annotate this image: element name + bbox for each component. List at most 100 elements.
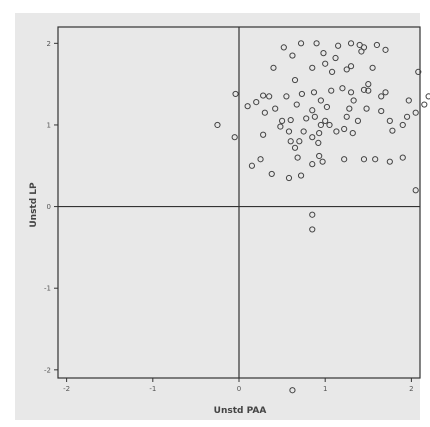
scatter-point [322, 117, 329, 124]
x-tick-label: 2 [409, 385, 413, 393]
scatter-point [309, 64, 316, 71]
scatter-point [231, 134, 238, 141]
scatter-point [311, 113, 318, 120]
scatter-point [291, 144, 299, 151]
scatter-point [313, 40, 320, 47]
scatter-point [248, 162, 256, 169]
scatter-point [285, 174, 293, 182]
scatter-point [373, 41, 381, 49]
scatter-point [412, 109, 419, 116]
scatter-point [277, 123, 284, 130]
scatter-point [296, 138, 303, 145]
scatter-point [369, 64, 376, 71]
scatter-point [382, 89, 389, 96]
scatter-point [382, 46, 389, 53]
scatter-point [310, 89, 318, 96]
data-points [214, 40, 430, 394]
scatter-point [335, 42, 342, 49]
x-axis: -2 -1 0 1 2 [63, 378, 414, 393]
scatter-point [257, 156, 264, 163]
scatter-point [403, 113, 411, 120]
scatter-point [270, 64, 277, 71]
scatter-point [378, 93, 385, 100]
scatter-point [386, 117, 393, 124]
scatter-point [253, 98, 260, 106]
scatter-point [405, 97, 412, 104]
scatter-point [297, 40, 305, 47]
x-tick-label: 0 [237, 385, 241, 393]
scatter-point [287, 138, 294, 145]
scatter-point [287, 116, 294, 124]
scatter-point [399, 121, 406, 129]
scatter-point [360, 156, 368, 163]
scatter-point [303, 115, 310, 122]
scatter-point [339, 85, 346, 92]
scatter-point [309, 161, 316, 168]
scatter-point [354, 117, 362, 124]
scatter-point [266, 93, 273, 100]
x-axis-label: Unstd PAA [214, 406, 267, 416]
scatter-point [347, 40, 355, 47]
scatter-point [386, 158, 393, 165]
scatter-point [309, 211, 316, 218]
scatter-point [278, 117, 286, 124]
scatter-point [350, 97, 357, 104]
scatter-point [316, 130, 323, 137]
scatter-point [309, 134, 316, 141]
scatter-point [332, 54, 339, 62]
scatter-point [319, 158, 326, 165]
scatter-point [272, 105, 279, 112]
scatter-point [360, 86, 368, 93]
scatter-point [322, 60, 329, 67]
scatter-point [285, 128, 293, 135]
scatter-point [293, 101, 300, 108]
y-tick-label: 2 [47, 40, 51, 48]
scatter-point [260, 92, 267, 99]
scatter-point [365, 81, 372, 88]
x-tick-label: -2 [63, 385, 70, 393]
y-tick-label: 0 [47, 203, 51, 211]
scatter-point [343, 113, 350, 120]
x-tick-label: -1 [149, 385, 156, 393]
scatter-point [261, 109, 268, 116]
scatter-point [328, 68, 336, 75]
scatter-point [294, 154, 301, 161]
x-tick-label: 1 [323, 385, 327, 393]
scatter-point [315, 139, 322, 147]
y-axis-label: Unstd LP [29, 182, 39, 228]
scatter-point [343, 66, 350, 73]
scatter-point [346, 105, 353, 112]
scatter-point [232, 90, 239, 98]
scatter-point [260, 131, 267, 138]
scatter-point [317, 97, 324, 104]
scatter-point [358, 48, 365, 55]
scatter-point [421, 101, 428, 108]
scatter-point [365, 87, 372, 94]
scatter-point [300, 128, 307, 135]
scatter-point [244, 103, 251, 110]
y-tick-label: -1 [44, 285, 51, 293]
scatter-point [320, 50, 327, 57]
y-axis: -2 -1 0 1 2 [44, 40, 58, 374]
scatter-point [415, 68, 422, 75]
scatter-point [268, 170, 275, 178]
scatter-point [328, 87, 335, 94]
scatter-point [289, 387, 296, 394]
scatter-point [372, 156, 379, 163]
scatter-point [323, 103, 331, 111]
scatter-point [425, 93, 430, 100]
scatter-point [283, 93, 290, 100]
scatter-point [347, 89, 355, 96]
y-tick-label: -2 [44, 366, 51, 374]
chart-background [15, 13, 420, 420]
scatter-point [309, 226, 316, 233]
scatter-point [289, 52, 296, 59]
scatter-point [316, 152, 323, 160]
scatter-point [347, 63, 355, 70]
scatter-point [341, 156, 348, 163]
scatter-point [297, 172, 305, 179]
scatter-point [298, 90, 306, 98]
scatter-point [317, 121, 324, 129]
